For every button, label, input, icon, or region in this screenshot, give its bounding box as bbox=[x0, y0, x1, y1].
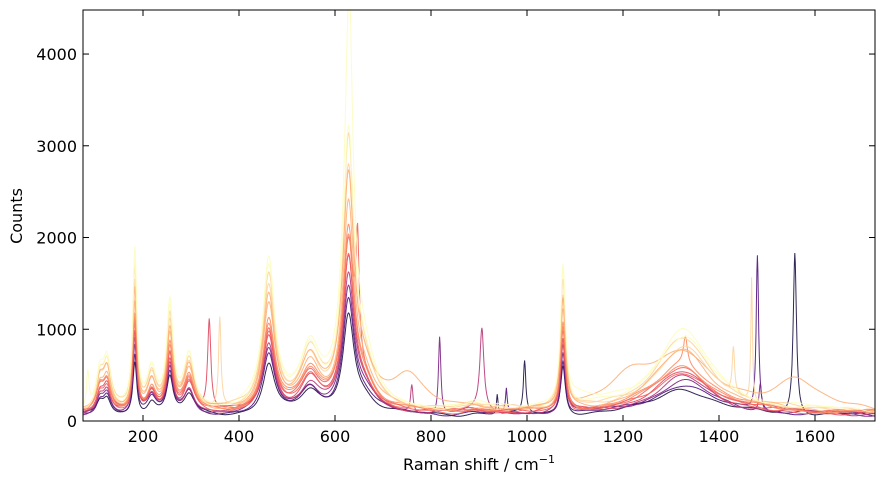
x-tick-label: 800 bbox=[416, 427, 447, 446]
series-line-2 bbox=[83, 255, 875, 417]
series-line-15 bbox=[83, 124, 875, 413]
y-tick-label: 0 bbox=[67, 412, 77, 431]
y-tick-label: 2000 bbox=[36, 229, 77, 248]
series-line-10 bbox=[83, 10, 875, 412]
x-tick-label: 1000 bbox=[507, 427, 548, 446]
x-axis-label-text: Raman shift / cm bbox=[403, 455, 539, 474]
x-tick-label: 600 bbox=[320, 427, 351, 446]
plot-frame bbox=[82, 9, 876, 422]
x-tick-label: 200 bbox=[128, 427, 159, 446]
x-axis-label: Raman shift / cm−1 bbox=[403, 453, 555, 474]
y-axis-ticks: 0 1000 2000 3000 4000 bbox=[36, 45, 875, 431]
x-tick-label: 1600 bbox=[795, 427, 836, 446]
series-line-14 bbox=[83, 252, 875, 415]
series-line-4 bbox=[83, 271, 875, 417]
y-tick-label: 3000 bbox=[36, 137, 77, 156]
series-line-12 bbox=[83, 168, 875, 414]
y-tick-label: 1000 bbox=[36, 320, 77, 339]
x-axis-ticks: 200 400 600 800 1000 1200 1400 1600 bbox=[128, 10, 836, 446]
y-tick-label: 4000 bbox=[36, 45, 77, 64]
y-axis-label: Counts bbox=[7, 188, 26, 244]
x-axis-label-superscript: −1 bbox=[539, 453, 555, 466]
x-tick-label: 400 bbox=[224, 427, 255, 446]
x-tick-label: 1200 bbox=[603, 427, 644, 446]
series-layer bbox=[83, 10, 875, 417]
x-tick-label: 1400 bbox=[699, 427, 740, 446]
series-line-11 bbox=[83, 131, 875, 413]
